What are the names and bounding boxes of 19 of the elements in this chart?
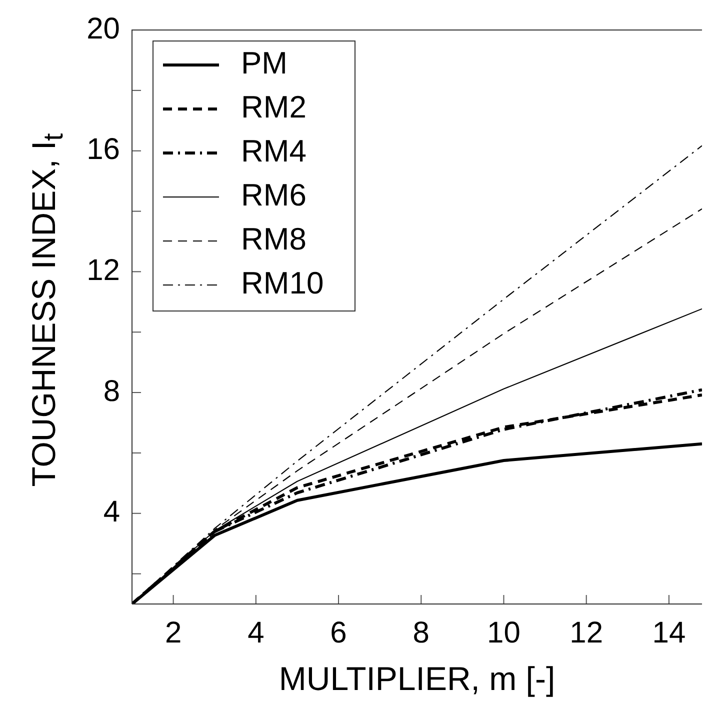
x-tick-label: 6	[330, 616, 347, 650]
legend-label: RM10	[241, 266, 324, 301]
x-tick-label: 10	[487, 616, 520, 650]
x-axis-title: MULTIPLIER, m [-]	[278, 660, 556, 698]
legend-label: PM	[241, 46, 288, 81]
legend-label: RM6	[241, 178, 306, 213]
y-tick-label: 20	[86, 12, 120, 46]
x-tick-label: 12	[570, 616, 604, 650]
y-tick-label: 16	[86, 133, 120, 166]
x-tick-label: 14	[652, 616, 686, 650]
y-tick-label: 4	[103, 496, 120, 529]
legend-label: RM8	[241, 222, 306, 257]
x-tick-label: 8	[412, 616, 430, 650]
y-tick-label: 8	[103, 374, 120, 408]
x-tick-label: 2	[164, 616, 182, 650]
y-tick-label: 12	[86, 254, 120, 287]
x-tick-label: 4	[248, 616, 264, 650]
legend-label: RM2	[241, 90, 306, 125]
legend-label: RM4	[241, 134, 306, 169]
